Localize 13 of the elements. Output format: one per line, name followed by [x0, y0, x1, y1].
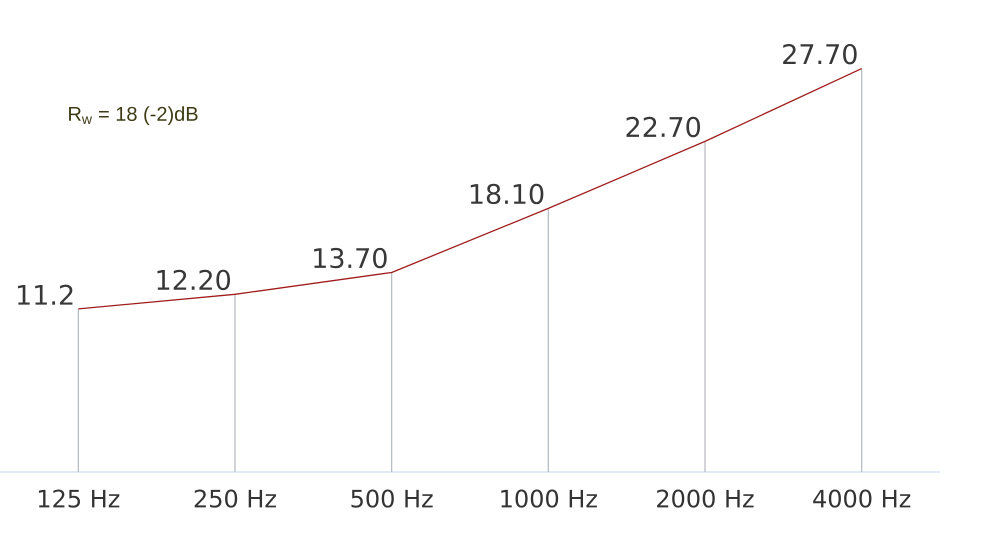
- x-tick-label: 500 Hz: [351, 490, 433, 508]
- x-tick-label: 1000 Hz: [501, 490, 597, 508]
- data-label: 18.10: [470, 184, 544, 204]
- x-tick-label: 125 Hz: [38, 490, 120, 508]
- data-label: 11.2: [18, 284, 72, 305]
- annotation: R$_{w}$ = 18 (-2)dB: [69, 106, 198, 125]
- data-label: 22.70: [626, 116, 700, 138]
- x-tick-label: 250 Hz: [194, 490, 276, 508]
- data-label: 13.70: [314, 248, 387, 268]
- data-label: 12.20: [157, 270, 230, 290]
- x-tick-label: 4000 Hz: [813, 490, 910, 508]
- data-label: 27.70: [783, 44, 857, 64]
- x-tick-label: 2000 Hz: [657, 490, 754, 508]
